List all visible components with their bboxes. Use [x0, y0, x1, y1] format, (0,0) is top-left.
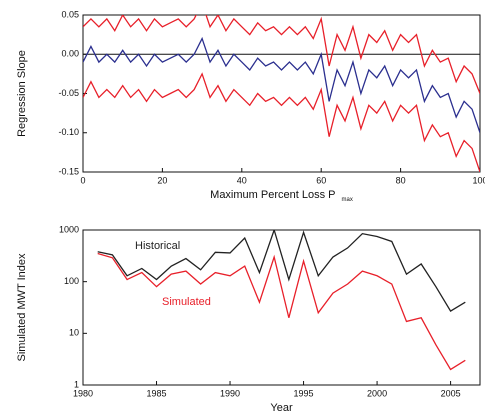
x-axis-label: Maximum Percent Loss P max: [210, 189, 353, 203]
x-tick-label: 40: [237, 175, 247, 185]
x-tick-label: 1985: [147, 388, 167, 398]
plot-frame: [82, 14, 481, 173]
y-tick-label: -0.05: [58, 88, 79, 98]
x-tick-label: 0: [80, 175, 85, 185]
x-tick-label: 80: [396, 175, 406, 185]
x-axis-label-sub: max: [341, 197, 352, 203]
series-line: [83, 36, 480, 133]
x-tick-label: 2000: [367, 388, 387, 398]
series-line: [97, 230, 466, 312]
plot-frame: [82, 229, 481, 386]
x-tick-label: 20: [157, 175, 167, 185]
y-tick-label: -0.15: [58, 166, 79, 176]
series-group: [83, 15, 480, 172]
y-tick-label: 100: [64, 276, 79, 286]
x-axis-label: Year: [270, 402, 293, 414]
y-axis-label: Simulated MWT Index: [16, 253, 28, 362]
x-tick-label: 1980: [73, 388, 93, 398]
series-group: [97, 230, 466, 371]
y-tick-label: 1000: [59, 224, 79, 234]
series-line: [83, 15, 480, 94]
x-tick-label: 60: [316, 175, 326, 185]
x-axis-label-text: Year: [270, 402, 293, 414]
y-tick-label: 1: [74, 379, 79, 389]
y-tick-label: -0.10: [58, 127, 79, 137]
x-tick-label: 100: [472, 175, 485, 185]
y-tick-label: 0.00: [61, 49, 79, 59]
series-line: [97, 252, 466, 371]
y-axis-label: Regression Slope: [16, 50, 28, 137]
legend-label: Historical: [135, 240, 180, 252]
legend-label: Simulated: [162, 296, 211, 308]
x-axis-label-text: Maximum Percent Loss P: [210, 189, 335, 201]
y-tick-label: 10: [69, 328, 79, 338]
series-line: [83, 72, 480, 172]
y-tick-label: 0.05: [61, 9, 79, 19]
x-tick-label: 2005: [441, 388, 461, 398]
x-tick-label: 1995: [294, 388, 314, 398]
x-tick-label: 1990: [220, 388, 240, 398]
